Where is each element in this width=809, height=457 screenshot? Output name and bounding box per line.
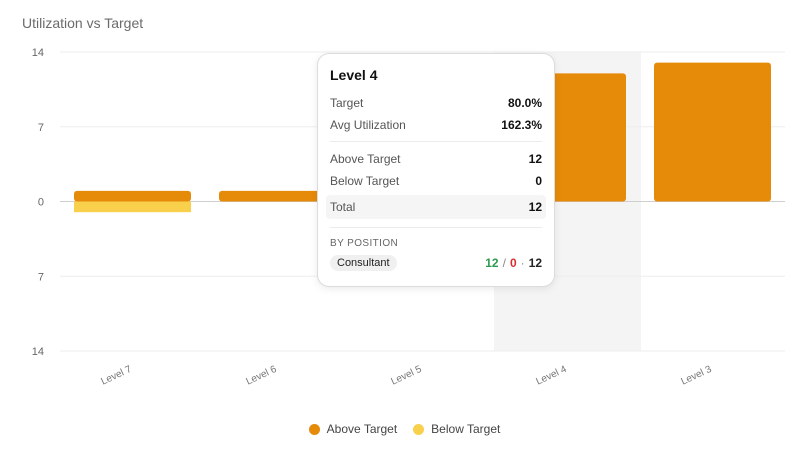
bar-below-target	[74, 201, 191, 213]
position-total-count: 12	[528, 256, 542, 270]
tooltip-divider-2	[330, 227, 542, 228]
bar-above-target	[74, 190, 191, 202]
tooltip-total-value: 12	[528, 200, 542, 214]
tooltip-avg-label: Avg Utilization	[330, 118, 406, 132]
legend-label-above: Above Target	[326, 422, 398, 436]
tooltip-avg-value: 162.3%	[501, 118, 542, 132]
legend-label-below: Below Target	[431, 422, 501, 436]
x-tick-label: Level 5	[390, 364, 424, 388]
position-chip: Consultant	[330, 255, 397, 271]
tooltip-divider	[330, 141, 542, 142]
y-tick-label: 14	[32, 47, 44, 59]
x-tick-label: Level 6	[245, 364, 279, 388]
tooltip-target-label: Target	[330, 96, 364, 110]
x-tick-label: Level 4	[535, 364, 569, 388]
tooltip-total-label: Total	[330, 200, 356, 214]
tooltip-row-above: Above Target 12	[330, 148, 542, 170]
tooltip-title: Level 4	[330, 67, 378, 83]
legend-item-above[interactable]: Above Target	[308, 422, 398, 436]
tooltip-row-total: Total 12	[326, 195, 546, 219]
bar-above-target	[654, 62, 771, 202]
chart-legend: Above Target Below Target	[0, 422, 809, 436]
tooltip-above-label: Above Target	[330, 152, 401, 166]
y-tick-label: 7	[38, 271, 44, 283]
y-tick-label: 0	[38, 197, 44, 209]
tooltip-row-avg: Avg Utilization 162.3%	[330, 114, 542, 136]
tooltip-position-row: Consultant 12/0 · 12	[330, 255, 542, 271]
tooltip-section-label: BY POSITION	[330, 238, 399, 249]
y-tick-label: 14	[32, 346, 44, 358]
tooltip-below-label: Below Target	[330, 174, 400, 188]
tooltip-target-value: 80.0%	[507, 96, 542, 110]
position-below-count: 0	[509, 256, 517, 270]
bar-above-target	[219, 190, 336, 202]
position-separator: /	[502, 256, 506, 270]
legend-swatch-above	[308, 423, 320, 435]
x-tick-label: Level 7	[100, 364, 134, 388]
tooltip-above-value: 12	[528, 152, 542, 166]
chart-title: Utilization vs Target	[22, 15, 144, 31]
legend-swatch-below	[413, 423, 425, 435]
position-dot: ·	[520, 256, 525, 270]
legend-item-below[interactable]: Below Target	[413, 422, 500, 436]
tooltip-below-value: 0	[535, 174, 542, 188]
y-tick-label: 7	[38, 122, 44, 134]
chart-tooltip: Level 4 Target 80.0% Avg Utilization 162…	[317, 53, 555, 287]
x-tick-label: Level 3	[680, 364, 714, 388]
tooltip-row-target: Target 80.0%	[330, 92, 542, 114]
position-counts: 12/0 · 12	[485, 256, 542, 270]
position-above-count: 12	[485, 256, 499, 270]
tooltip-row-below: Below Target 0	[330, 170, 542, 192]
